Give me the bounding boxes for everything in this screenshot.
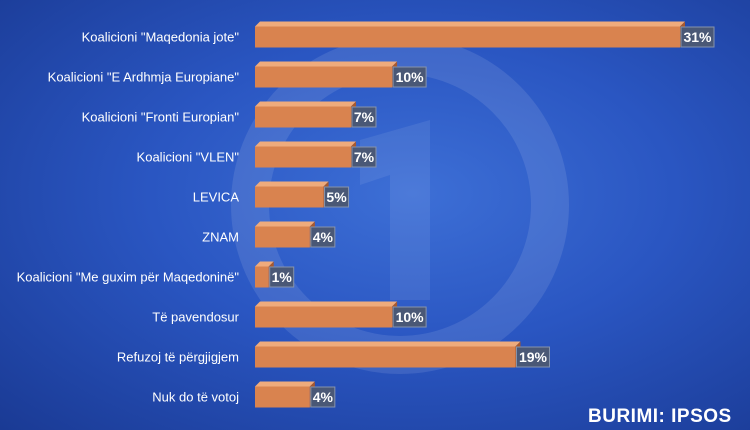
value-label-box xyxy=(515,346,550,368)
bar xyxy=(255,66,393,88)
value-label-box xyxy=(310,386,336,408)
category-label: Koalicioni "Maqedonia jote" xyxy=(82,30,240,45)
bar-top-face xyxy=(255,221,315,227)
category-label: Refuzoj të përgjigjem xyxy=(117,350,239,365)
value-label: 31% xyxy=(683,29,712,45)
category-label: Koalicioni "VLEN" xyxy=(137,150,240,165)
value-label: 1% xyxy=(272,269,293,285)
bar-row: Refuzoj të përgjigjem 19% xyxy=(117,341,550,368)
bar-row: Koalicioni "VLEN" 7% xyxy=(137,141,377,168)
bar xyxy=(255,226,310,248)
bar xyxy=(255,186,324,208)
category-label: Koalicioni "Fronti Europian" xyxy=(82,110,240,125)
bar-row: Koalicioni "Me guxim për Maqedoninë" 1% xyxy=(17,261,295,288)
bar-row: LEVICA 5% xyxy=(193,181,350,208)
bar-row: Koalicioni "Maqedonia jote" 31% xyxy=(82,21,715,48)
bar xyxy=(255,146,351,168)
category-label: Koalicioni "E Ardhmja Europiane" xyxy=(48,70,240,85)
bar-row: Koalicioni "E Ardhmja Europiane" 10% xyxy=(48,61,427,88)
bar xyxy=(255,346,516,368)
category-label: LEVICA xyxy=(193,190,240,205)
value-label: 10% xyxy=(396,69,425,85)
value-label: 4% xyxy=(313,389,334,405)
bar-row: Koalicioni "Fronti Europian" 7% xyxy=(82,101,377,128)
bar-top-face xyxy=(255,101,356,107)
bar-row: Nuk do të votoj 4% xyxy=(152,381,336,408)
category-label: Koalicioni "Me guxim për Maqedoninë" xyxy=(17,270,240,285)
bar-row: ZNAM 4% xyxy=(202,221,336,248)
bar-top-face xyxy=(255,341,521,347)
value-label-box xyxy=(269,266,295,288)
bars-group: Koalicioni "Maqedonia jote" 31%Koalicioni… xyxy=(17,21,715,408)
value-label: 7% xyxy=(354,109,375,125)
bar-row: Të pavendosur 10% xyxy=(152,301,427,328)
bar xyxy=(255,266,269,288)
value-label: 5% xyxy=(326,189,347,205)
bar-top-face xyxy=(255,301,398,307)
category-label: Nuk do të votoj xyxy=(152,390,239,405)
value-label-box xyxy=(392,306,427,328)
value-label: 7% xyxy=(354,149,375,165)
value-label: 4% xyxy=(313,229,334,245)
value-label: 10% xyxy=(396,309,425,325)
bar xyxy=(255,386,310,408)
bar-top-face xyxy=(255,61,398,67)
bar-top-face xyxy=(255,381,315,387)
value-label-box xyxy=(310,226,336,248)
category-label: ZNAM xyxy=(202,230,239,245)
bar xyxy=(255,306,393,328)
value-label: 19% xyxy=(519,349,548,365)
category-label: Të pavendosur xyxy=(152,310,239,325)
value-label-box xyxy=(392,66,427,88)
bar-top-face xyxy=(255,181,329,187)
bar-top-face xyxy=(255,261,274,267)
value-label-box xyxy=(324,186,350,208)
bar-top-face xyxy=(255,21,685,27)
bar-top-face xyxy=(255,141,356,147)
source-label: BURIMI: IPSOS xyxy=(588,406,732,427)
value-label-box xyxy=(351,106,377,128)
bar xyxy=(255,106,351,128)
bar xyxy=(255,26,680,48)
value-label-box xyxy=(680,26,715,48)
value-label-box xyxy=(351,146,377,168)
